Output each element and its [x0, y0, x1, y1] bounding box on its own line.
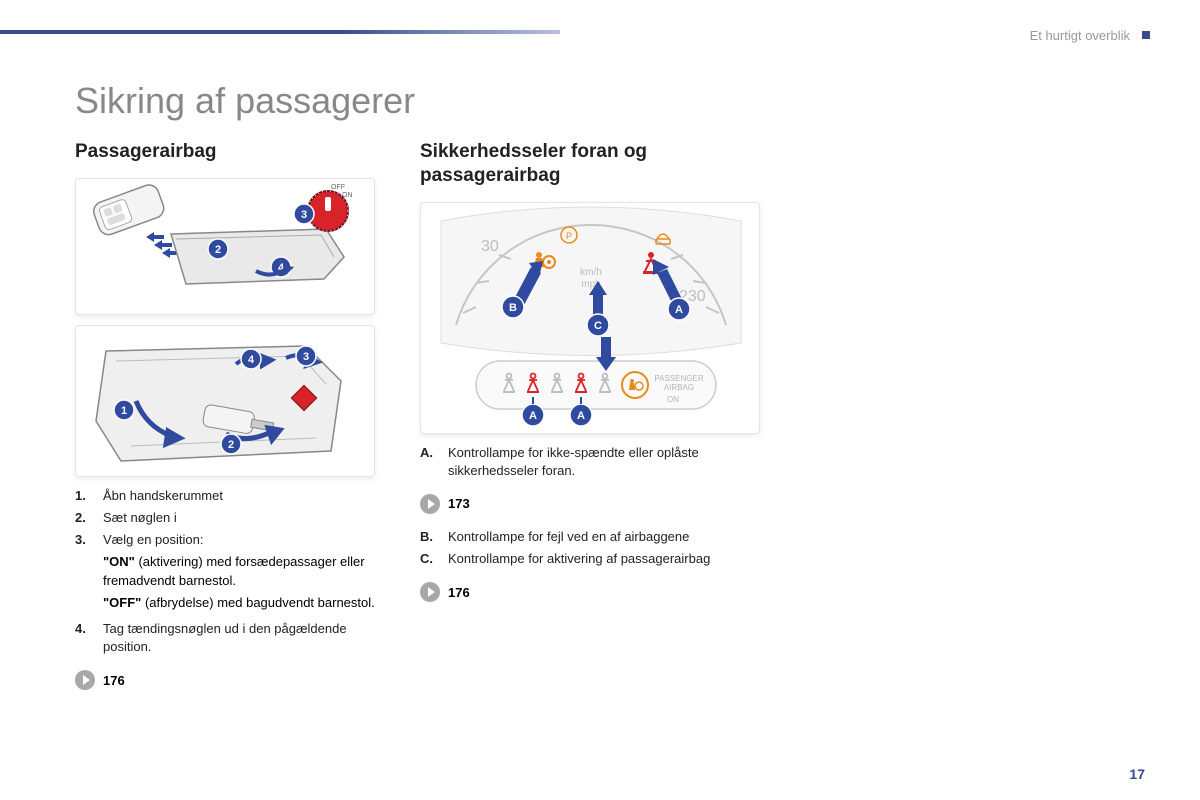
- callout-2: 2: [215, 244, 221, 256]
- callout-3b: 3: [303, 351, 309, 363]
- item-A: A.Kontrollampe for ikke-spændte eller op…: [420, 444, 790, 480]
- item-C: C.Kontrollampe for aktivering af passage…: [420, 550, 790, 568]
- ref-arrow-icon: [420, 494, 440, 514]
- step-3: 3.Vælg en position:: [75, 531, 395, 549]
- gauge-30: 30: [481, 238, 499, 255]
- ref-arrow-icon: [420, 582, 440, 602]
- callout-3: 3: [301, 209, 307, 221]
- callout-A: A: [675, 304, 683, 316]
- callout-4b: 4: [248, 354, 255, 366]
- step-2: 2.Sæt nøglen i: [75, 509, 395, 527]
- item-B: B.Kontrollampe for fejl ved en af airbag…: [420, 528, 790, 546]
- gauge-kmh: km/h: [580, 267, 602, 278]
- panel-airbag: AIRBAG: [664, 383, 694, 392]
- page-number: 17: [1129, 766, 1145, 782]
- header-square-icon: [1142, 31, 1150, 39]
- column-sikkerhedsseler: Sikkerhedsseler foran og passagerairbag …: [420, 140, 790, 616]
- callout-1: 1: [121, 405, 127, 417]
- svg-text:P: P: [566, 231, 572, 241]
- top-accent-bar: [0, 30, 560, 34]
- callout-A3: A: [577, 410, 585, 422]
- figure-key-switch: OFF ON 2 3 4: [75, 178, 375, 315]
- figure-glovebox: 1 2 3 4: [75, 325, 375, 477]
- heading-passagerairbag: Passagerairbag: [75, 140, 395, 164]
- legend-bc: B.Kontrollampe for fejl ved en af airbag…: [420, 528, 790, 568]
- page-ref-176b: 176: [420, 582, 790, 602]
- step-1: 1.Åbn handskerummet: [75, 487, 395, 505]
- figure-dashboard-lamps: 30 230 km/h mph P: [420, 202, 760, 434]
- step-4: 4.Tag tændingsnøglen ud i den pågældende…: [75, 620, 395, 656]
- panel-on: ON: [667, 395, 679, 404]
- ref-arrow-icon: [75, 670, 95, 690]
- switch-off-label: OFF: [331, 184, 345, 191]
- page-ref-173: 173: [420, 494, 790, 514]
- section-label: Et hurtigt overblik: [1030, 28, 1130, 43]
- steps-list-cont: 4.Tag tændingsnøglen ud i den pågældende…: [75, 620, 395, 656]
- panel-passenger: PASSENGER: [654, 374, 703, 383]
- steps-list: 1.Åbn handskerummet 2.Sæt nøglen i 3.Væl…: [75, 487, 395, 550]
- switch-on-label: ON: [342, 192, 353, 199]
- callout-B: B: [509, 302, 517, 314]
- callout-2b: 2: [228, 439, 234, 451]
- callout-C: C: [594, 320, 602, 332]
- step-3-off: "OFF" (afbrydelse) med bagudvendt barnes…: [103, 594, 395, 612]
- heading-seler-airbag: Sikkerhedsseler foran og passagerairbag: [420, 140, 790, 188]
- column-passagerairbag: Passagerairbag: [75, 140, 395, 704]
- page-ref-176: 176: [75, 670, 395, 690]
- legend-a: A.Kontrollampe for ikke-spændte eller op…: [420, 444, 790, 480]
- callout-A2: A: [529, 410, 537, 422]
- step-3-on: "ON" (aktivering) med forsædepassager el…: [103, 553, 395, 589]
- page-title: Sikring af passagerer: [75, 80, 415, 122]
